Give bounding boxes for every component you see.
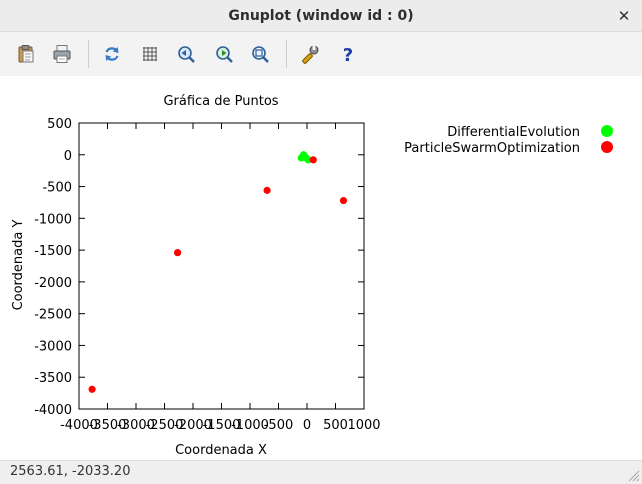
resize-grip-icon[interactable] xyxy=(624,466,640,482)
legend: DifferentialEvolutionParticleSwarmOptimi… xyxy=(404,125,613,156)
toolbar: ? xyxy=(0,32,642,76)
pso-point xyxy=(339,196,348,205)
y-tick-label: -1000 xyxy=(34,212,72,227)
scatter-chart[interactable]: Gráfica de Puntos Coordenada X Coordenad… xyxy=(0,76,642,460)
y-tick-label: -3000 xyxy=(34,339,72,354)
autoscale-icon xyxy=(252,46,269,63)
y-tick-label: -1500 xyxy=(34,244,72,259)
x-tick-label: 0 xyxy=(303,418,311,433)
x-tick-label: -3500 xyxy=(89,418,127,433)
replot-button[interactable] xyxy=(98,40,126,68)
zoom-previous-icon xyxy=(178,46,195,63)
legend-label: DifferentialEvolution xyxy=(447,125,580,140)
y-tick-label: -2500 xyxy=(34,308,72,323)
replot-icon xyxy=(105,47,119,61)
pso-point xyxy=(309,156,317,164)
legend-marker xyxy=(601,125,613,137)
y-tick-label: 500 xyxy=(47,117,72,132)
x-tick-label: -4000 xyxy=(60,418,98,433)
chart-title: Gráfica de Puntos xyxy=(163,94,278,109)
print-button[interactable] xyxy=(48,40,76,68)
y-tick-label: -2000 xyxy=(34,276,72,291)
x-tick-label: -500 xyxy=(264,418,294,433)
pso-point xyxy=(88,385,96,393)
zoom-previous-button[interactable] xyxy=(172,40,200,68)
help-button[interactable]: ? xyxy=(334,40,362,68)
x-tick-label: -1000 xyxy=(231,418,269,433)
x-tick-label: -2000 xyxy=(174,418,212,433)
copy-to-clipboard-button[interactable] xyxy=(12,40,40,68)
toggle-grid-button[interactable] xyxy=(136,40,164,68)
close-button[interactable]: ✕ xyxy=(617,7,631,25)
zoom-next-icon xyxy=(216,46,233,63)
settings-icon xyxy=(302,45,319,64)
clipboard-icon xyxy=(18,45,34,63)
pso-point xyxy=(263,186,271,194)
settings-button[interactable] xyxy=(296,40,324,68)
svg-text:?: ? xyxy=(343,45,353,64)
pso-point xyxy=(174,249,182,257)
y-tick-label: 0 xyxy=(64,149,72,164)
legend-label: ParticleSwarmOptimization xyxy=(404,141,580,156)
y-tick-label: -4000 xyxy=(34,403,72,418)
title-bar: Gnuplot (window id : 0) ✕ xyxy=(0,0,642,32)
autoscale-button[interactable] xyxy=(246,40,274,68)
x-axis-label: Coordenada X xyxy=(175,443,267,458)
data-points xyxy=(88,151,348,393)
x-tick-label: 1000 xyxy=(347,418,380,433)
x-tick-label: -1500 xyxy=(203,418,241,433)
help-icon: ? xyxy=(343,45,353,64)
y-tick-label: -500 xyxy=(42,181,72,196)
window-title: Gnuplot (window id : 0) xyxy=(228,8,414,24)
grid-icon xyxy=(143,47,157,61)
legend-marker xyxy=(601,141,613,153)
plot-area[interactable]: Gráfica de Puntos Coordenada X Coordenad… xyxy=(0,76,642,460)
mouse-coordinates: 2563.61, -2033.20 xyxy=(10,464,131,479)
toolbar-separator xyxy=(88,40,89,68)
toolbar-separator xyxy=(286,40,287,68)
de-point xyxy=(304,156,312,164)
axis-ticks: -4000-3500-3000-2500-2000-1500-1000-500 0… xyxy=(34,117,380,433)
plot-frame xyxy=(78,122,365,410)
status-bar: 2563.61, -2033.20 xyxy=(0,460,642,484)
y-axis-label: Coordenada Y xyxy=(11,220,26,311)
x-tick-label: -3000 xyxy=(117,418,155,433)
x-tick-label: 500 xyxy=(323,418,348,433)
zoom-next-button[interactable] xyxy=(210,40,238,68)
x-tick-label: -2500 xyxy=(146,418,184,433)
print-icon xyxy=(53,45,71,63)
y-tick-label: -3500 xyxy=(34,371,72,386)
